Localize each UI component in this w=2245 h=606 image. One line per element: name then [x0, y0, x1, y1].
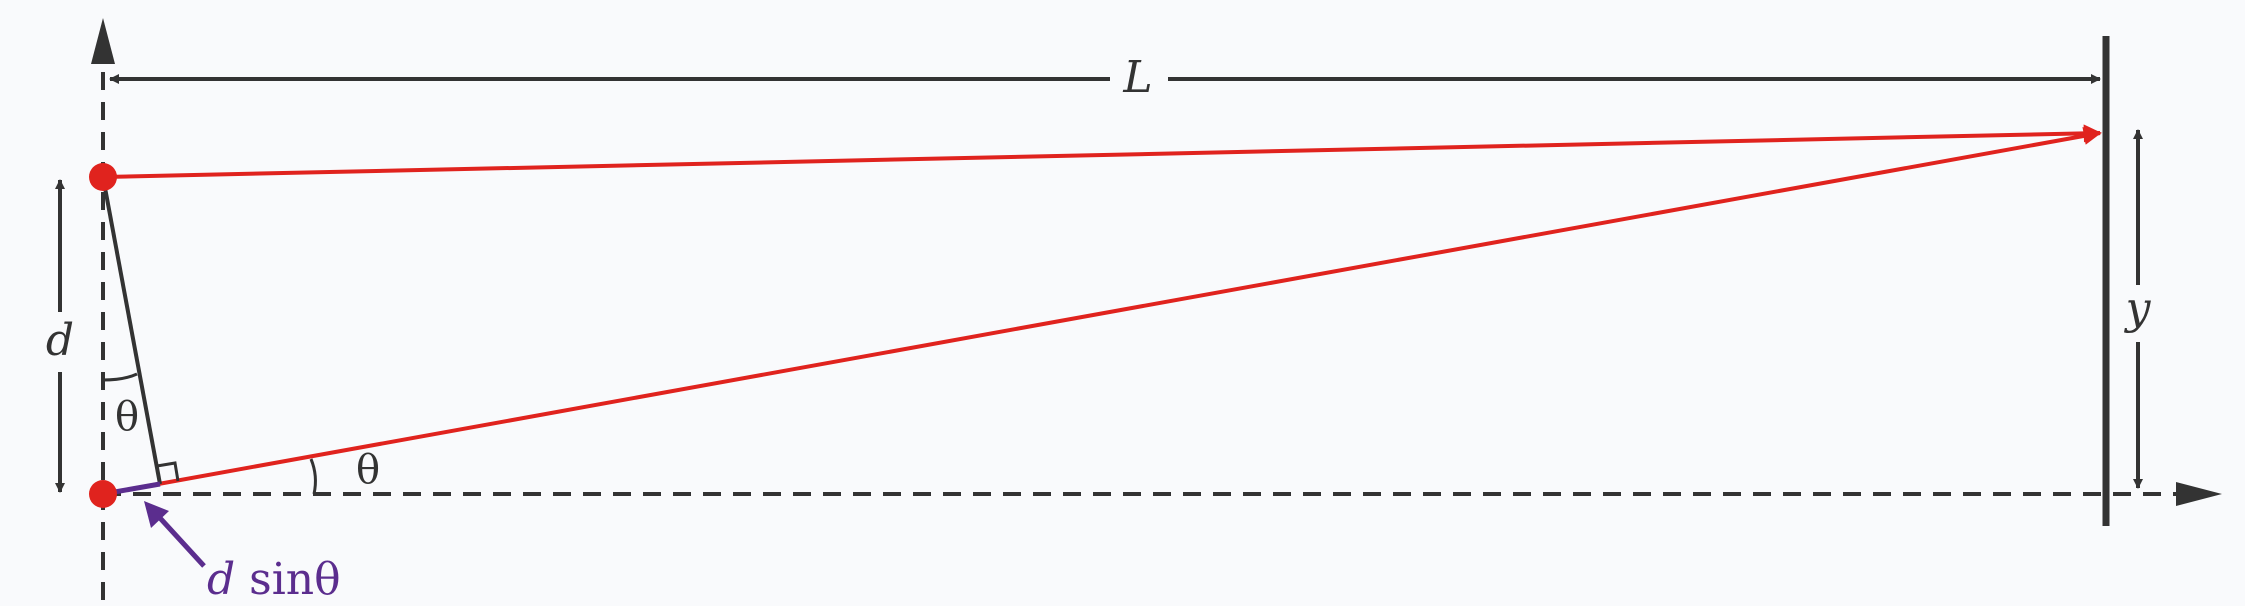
vertical-axis-arrowhead: [91, 18, 115, 64]
slits: [89, 163, 117, 508]
path-difference-pointer-shaft: [158, 516, 206, 568]
lower-slit: [89, 480, 117, 508]
d-dimension: d: [46, 179, 74, 493]
L-dimension: L: [109, 52, 2101, 103]
y-label: y: [2124, 283, 2152, 334]
path-difference-label-func: sinθ: [235, 554, 340, 605]
theta-label-slit: θ: [115, 394, 139, 440]
axes: [91, 18, 2222, 600]
upper-ray: [102, 124, 2102, 179]
path-difference-label-var: d: [207, 554, 235, 605]
theta-arc-at-slit: [102, 372, 138, 382]
lower-ray: [102, 127, 2102, 496]
path-difference-pointer-arrowhead: [144, 501, 169, 528]
upper-slit: [89, 163, 117, 191]
right-angle-marker: [156, 461, 180, 482]
horizontal-axis-arrowhead: [2176, 482, 2222, 506]
rays: [102, 124, 2102, 496]
d-label: d: [46, 315, 74, 366]
theta-label-base: θ: [356, 447, 380, 493]
perpendicular-line: [101, 176, 162, 485]
y-dimension: y: [2124, 129, 2152, 489]
path-difference: d sinθ: [102, 481, 341, 605]
construction: θ θ: [101, 176, 380, 495]
theta-arc-at-base: [309, 458, 317, 495]
path-difference-label: d sinθ: [207, 554, 341, 605]
L-label: L: [1122, 52, 1152, 103]
